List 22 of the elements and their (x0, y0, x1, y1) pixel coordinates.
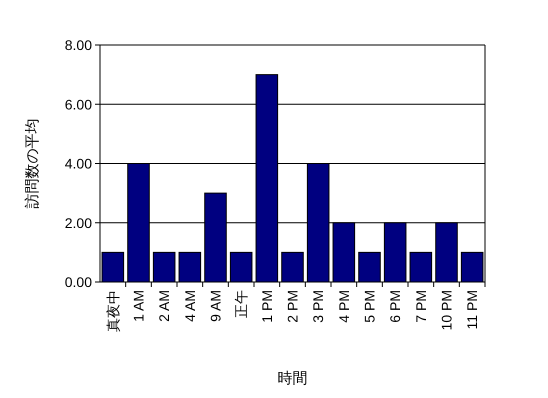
y-tick-label: 6.00 (64, 96, 92, 112)
y-axis-title: 訪問数の平均 (24, 118, 41, 208)
x-tick-label: 11 PM (464, 290, 480, 330)
x-tick-label: 4 PM (336, 290, 352, 323)
x-tick-label: 5 PM (362, 290, 378, 323)
x-tick-label: 真夜中 (104, 290, 121, 332)
y-tick-label: 4.00 (64, 156, 92, 172)
x-tick-label: 1 PM (258, 290, 275, 323)
y-tick-label: 2.00 (64, 214, 92, 231)
x-tick-label: 2 PM (284, 290, 300, 323)
x-tick-label: 正午 (233, 290, 250, 318)
x-tick-label: 4 AM (182, 290, 198, 322)
x-tick-label: 2 AM (156, 290, 172, 322)
x-tick-label: 7 PM (412, 290, 429, 323)
y-tick-label: 8.00 (64, 37, 92, 53)
x-axis-title: 時間 (278, 370, 308, 387)
x-tick-label: 6 PM (387, 290, 404, 323)
x-tick-label: 9 AM (208, 290, 224, 322)
x-tick-label: 3 PM (310, 290, 326, 323)
x-tick-label: 10 PM (438, 290, 454, 330)
y-tick-label: 0.00 (64, 274, 92, 290)
x-tick-label: 1 AM (130, 290, 146, 322)
